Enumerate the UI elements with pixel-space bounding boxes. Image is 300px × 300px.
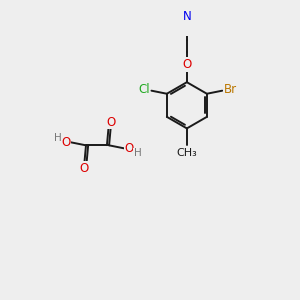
Text: O: O <box>106 116 115 129</box>
Text: O: O <box>61 136 70 149</box>
Text: O: O <box>80 162 89 175</box>
Text: O: O <box>124 142 134 155</box>
Text: O: O <box>182 58 191 71</box>
Text: Br: Br <box>224 82 236 96</box>
Text: N: N <box>182 10 191 23</box>
Text: H: H <box>134 148 142 158</box>
Text: H: H <box>54 133 61 142</box>
Text: CH₃: CH₃ <box>176 148 197 158</box>
Text: Cl: Cl <box>138 82 150 96</box>
